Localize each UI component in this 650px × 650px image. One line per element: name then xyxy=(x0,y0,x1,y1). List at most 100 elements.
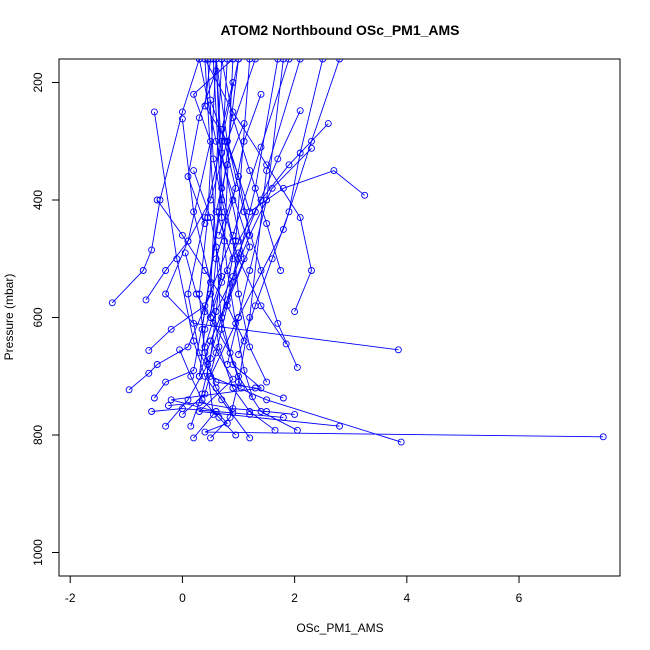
data-point xyxy=(215,231,223,239)
series-line-18 xyxy=(210,123,329,318)
data-point xyxy=(204,59,212,63)
data-point xyxy=(212,67,220,75)
data-point xyxy=(336,422,343,430)
data-point xyxy=(207,196,214,204)
data-point xyxy=(251,384,259,392)
data-point xyxy=(209,319,217,327)
data-point xyxy=(235,173,242,180)
data-point xyxy=(277,267,285,274)
data-point xyxy=(215,413,223,421)
data-point xyxy=(296,59,304,63)
series-line-39 xyxy=(187,70,217,224)
data-point xyxy=(296,107,304,115)
data-point xyxy=(235,314,242,321)
data-point xyxy=(293,426,301,434)
data-point xyxy=(274,59,282,63)
data-point xyxy=(263,396,271,404)
data-point xyxy=(246,167,254,175)
data-point xyxy=(181,249,189,257)
data-point xyxy=(282,340,290,348)
data-point xyxy=(125,386,133,394)
data-point xyxy=(279,394,287,402)
data-point xyxy=(218,59,226,63)
data-point xyxy=(232,319,240,327)
series-line-17 xyxy=(145,59,256,301)
data-point xyxy=(257,90,265,98)
data-point xyxy=(207,214,214,222)
data-point xyxy=(190,434,198,442)
y-tick-label: 400 xyxy=(31,190,45,210)
data-point xyxy=(162,378,170,386)
data-point xyxy=(139,267,147,274)
data-point xyxy=(296,149,304,157)
data-point xyxy=(212,208,220,216)
x-axis: -2 0 2 4 6 xyxy=(65,575,523,605)
data-point xyxy=(218,314,226,321)
data-point xyxy=(162,267,170,274)
data-point xyxy=(201,267,209,274)
data-point xyxy=(108,299,116,307)
data-point xyxy=(195,114,203,122)
data-point xyxy=(268,184,276,192)
data-point xyxy=(207,59,214,63)
series-line-8 xyxy=(154,59,239,399)
data-point xyxy=(212,384,220,392)
data-point xyxy=(153,361,161,368)
series-line-38 xyxy=(168,402,295,415)
data-point xyxy=(162,290,170,298)
data-point xyxy=(293,363,301,371)
data-point xyxy=(246,410,254,418)
data-point xyxy=(229,272,237,280)
data-point xyxy=(226,349,234,357)
series-line-33 xyxy=(193,170,223,377)
data-point xyxy=(184,343,192,351)
data-point xyxy=(187,372,195,380)
data-point xyxy=(308,137,315,145)
series-line-15 xyxy=(187,59,284,399)
data-point xyxy=(240,120,248,128)
data-point xyxy=(148,246,156,254)
data-point xyxy=(223,59,231,63)
data-point xyxy=(218,272,226,280)
data-point xyxy=(251,59,259,63)
data-point xyxy=(212,349,220,357)
series-line-42 xyxy=(210,99,237,236)
data-point xyxy=(274,319,282,327)
y-tick-label: 600 xyxy=(31,307,45,327)
series-line-41 xyxy=(215,123,245,259)
data-point xyxy=(336,59,343,63)
data-point xyxy=(232,184,240,192)
data-point xyxy=(229,79,237,86)
data-point xyxy=(246,267,254,274)
data-point xyxy=(319,59,327,63)
data-point xyxy=(178,115,186,123)
data-point xyxy=(229,108,237,116)
series-line-35 xyxy=(184,252,242,389)
data-point xyxy=(232,431,240,439)
data-point xyxy=(207,137,214,145)
data-point xyxy=(291,308,299,316)
data-point xyxy=(257,302,265,310)
series-line-28 xyxy=(207,59,287,345)
series-line-30 xyxy=(215,59,298,368)
data-point xyxy=(330,167,338,175)
data-point xyxy=(268,255,276,263)
data-point xyxy=(207,337,214,345)
x-tick-label: -2 xyxy=(65,591,76,605)
data-point xyxy=(232,237,240,245)
data-point xyxy=(246,243,254,251)
data-point xyxy=(212,255,220,263)
data-point xyxy=(201,220,209,227)
data-point xyxy=(218,214,226,222)
series-line-1 xyxy=(171,59,604,438)
data-point xyxy=(235,290,242,298)
data-point xyxy=(291,410,299,418)
data-point xyxy=(209,59,217,63)
data-point xyxy=(279,59,287,63)
data-point xyxy=(212,59,220,63)
data-point xyxy=(142,296,150,304)
data-point xyxy=(279,413,287,421)
series-line-37 xyxy=(151,408,284,418)
data-point xyxy=(215,343,223,351)
